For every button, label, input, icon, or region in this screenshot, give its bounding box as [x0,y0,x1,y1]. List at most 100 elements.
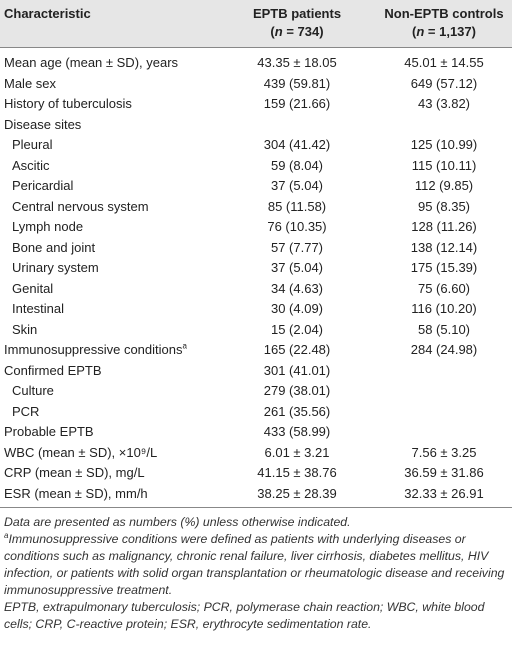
cell-text: 75 (6.60) [417,280,471,296]
label-text: Central nervous system [12,198,149,214]
label-text: Probable EPTB [4,424,94,439]
table-row: ESR (mean ± SD), mm/h 38.25 ± 28.39 32.33 … [0,483,512,508]
label-text: Pericardial [12,178,74,193]
value-cell: 59 (8.04) [218,156,376,177]
cell-text: 58 (5.10) [417,321,471,337]
label-text: Lymph node [12,219,84,234]
value-cell: 115 (10.11) [376,156,512,177]
label-text: Disease sites [4,116,82,132]
cell-text: 59 (8.04) [270,157,324,173]
header-row: Characteristic EPTB patients (n = 734) Non-… [0,0,512,48]
table-row: WBC (mean ± SD), ×10⁹/L 6.01 ± 3.21 7.56 ±… [0,443,512,464]
value-cell: 116 (10.20) [376,299,512,320]
footnote-marker: a [4,530,9,540]
value-cell: 45.01 ± 14.55 [376,48,512,74]
label-text: Skin [12,321,38,337]
header-cell: EPTB patients (n = 734) [218,0,376,48]
value-cell: 43 (3.82) [376,94,512,115]
header-text: Characteristic [4,6,91,21]
row-label: PCR [0,402,218,423]
cell-text: 301 (41.01) [263,362,331,378]
header-sub: n [416,24,425,39]
row-label: CRP (mean ± SD), mg/L [0,463,218,484]
value-cell [376,115,512,136]
cell-text: 116 (10.20) [411,301,477,316]
table-body: Mean age (mean ± SD), years 43.35 ± 18.05… [0,48,512,508]
row-label: Male sex [0,74,218,95]
label-text: Ascitic [12,157,50,173]
value-cell [376,361,512,382]
value-cell [376,402,512,423]
label-text: Intestinal [12,301,65,316]
header-cell: Non-EPTB controls (n = 1,137) [376,0,512,48]
footnote: EPTB, extrapulmonary tuberculosis; PCR, … [4,599,508,633]
cell-text: 95 (8.35) [417,198,471,214]
value-cell: 649 (57.12) [376,74,512,95]
table-row: Probable EPTB 433 (58.99) [0,422,512,443]
row-label: Ascitic [0,156,218,177]
cell-text: 112 (9.85) [414,178,474,193]
value-cell: 15 (2.04) [218,320,376,341]
cell-text: 43.35 ± 18.05 [257,55,337,70]
cell-text: 138 (12.14) [410,239,478,255]
header-text: EPTB patients [252,6,342,21]
cell-text: 45.01 ± 14.55 [404,55,484,70]
cell-text: 85 (11.58) [267,198,327,214]
row-label: Lymph node [0,217,218,238]
value-cell: 58 (5.10) [376,320,512,341]
value-cell: 30 (4.09) [218,299,376,320]
row-label: Intestinal [0,299,218,320]
value-cell: 159 (21.66) [218,94,376,115]
label-text: Bone and joint [12,239,96,255]
label-text: Male sex [4,75,57,91]
label-text: Immunosuppressive conditions [4,342,183,357]
row-label: Confirmed EPTB [0,361,218,382]
label-text: CRP (mean ± SD), mg/L [4,465,145,480]
table-row: Disease sites [0,115,512,136]
cell-text: 36.59 ± 31.86 [404,465,484,480]
table-row: Culture 279 (38.01) [0,381,512,402]
cell-text: 37 (5.04) [270,178,324,193]
row-label: Pleural [0,135,218,156]
value-cell: 284 (24.98) [376,340,512,361]
cell-text: 32.33 ± 26.91 [404,485,484,501]
cell-text: 649 (57.12) [410,75,478,91]
header-sub: = 734) [282,24,324,39]
table-row: Intestinal 30 (4.09) 116 (10.20) [0,299,512,320]
value-cell: 6.01 ± 3.21 [218,443,376,464]
value-cell: 32.33 ± 26.91 [376,483,512,508]
value-cell: 439 (59.81) [218,74,376,95]
value-cell: 38.25 ± 28.39 [218,483,376,508]
table-row: Pericardial 37 (5.04) 112 (9.85) [0,176,512,197]
cell-text: 30 (4.09) [270,301,324,316]
footnotes: Data are presented as numbers (%) unless… [0,508,512,633]
cell-text: 37 (5.04) [270,260,324,275]
row-label: Urinary system [0,258,218,279]
value-cell [376,422,512,443]
cell-text: 279 (38.01) [263,383,331,398]
value-cell: 304 (41.42) [218,135,376,156]
cell-text: 159 (21.66) [263,96,331,111]
row-label: Probable EPTB [0,422,218,443]
table-row: Immunosuppressive conditionsa 165 (22.48)… [0,340,512,361]
value-cell: 7.56 ± 3.25 [376,443,512,464]
table-row: PCR 261 (35.56) [0,402,512,423]
header-sub: n [274,24,283,39]
value-cell: 261 (35.56) [218,402,376,423]
cell-text: 128 (11.26) [411,219,477,234]
row-label: Disease sites [0,115,218,136]
cell-text: 284 (24.98) [410,342,478,357]
cell-text: 41.15 ± 38.76 [257,465,337,480]
value-cell: 279 (38.01) [218,381,376,402]
data-table: Characteristic EPTB patients (n = 734) Non-… [0,0,512,508]
row-label: Pericardial [0,176,218,197]
cell-text: 15 (2.04) [270,321,324,337]
table-row: Male sex 439 (59.81) 649 (57.12) [0,74,512,95]
value-cell: 138 (12.14) [376,238,512,259]
footnote-text: Data are presented as numbers (%) unless… [4,515,351,529]
header-cell: Characteristic [0,0,218,48]
row-label: Immunosuppressive conditionsa [0,340,218,361]
label-text: WBC (mean ± SD), ×10⁹/L [4,444,158,460]
value-cell: 85 (11.58) [218,197,376,218]
